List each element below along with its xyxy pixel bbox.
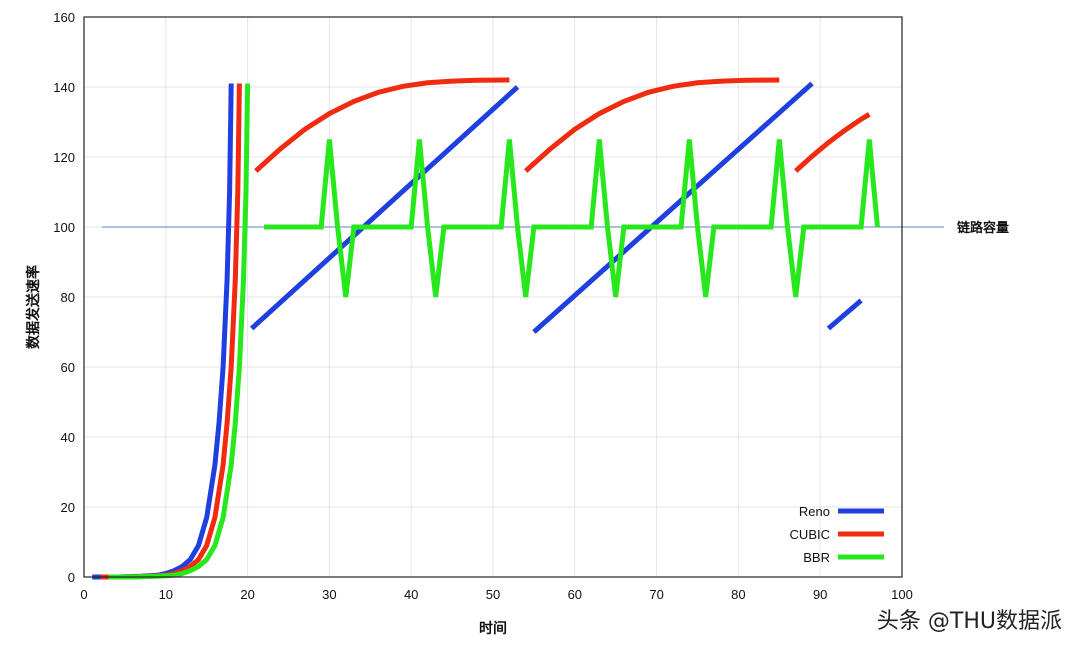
y-tick-label: 20 — [61, 500, 75, 515]
legend-label-cubic: CUBIC — [790, 527, 830, 542]
x-tick-label: 100 — [891, 587, 913, 602]
y-tick-label: 100 — [53, 220, 75, 235]
x-tick-labels: 0 10 20 30 40 50 60 70 80 90 100 — [80, 587, 912, 602]
series-bbr-segment-2 — [264, 139, 880, 298]
legend: Reno CUBIC BBR — [790, 504, 884, 565]
y-tick-label: 40 — [61, 430, 75, 445]
y-axis-label: 数据发送速率 — [25, 265, 42, 349]
x-axis-label: 时间 — [479, 620, 507, 637]
y-tick-label: 140 — [53, 80, 75, 95]
x-tick-label: 80 — [731, 587, 745, 602]
series-reno-segment-4 — [826, 298, 863, 331]
x-tick-label: 40 — [404, 587, 418, 602]
watermark-text: 头条 @THU数据派 — [877, 609, 1062, 634]
x-tick-label: 20 — [240, 587, 254, 602]
y-tick-label: 60 — [61, 360, 75, 375]
y-tick-label: 0 — [68, 570, 75, 585]
legend-label-bbr: BBR — [803, 550, 830, 565]
x-tick-label: 90 — [813, 587, 827, 602]
capacity-label: 链路容量 — [956, 220, 1009, 235]
x-tick-label: 50 — [486, 587, 500, 602]
x-tick-label: 60 — [568, 587, 582, 602]
y-tick-label: 160 — [53, 10, 75, 25]
y-tick-label: 120 — [53, 150, 75, 165]
series-cubic-segment-4 — [794, 112, 871, 173]
series-cubic-segment-3 — [524, 77, 780, 173]
series-cubic-segment-2 — [254, 77, 510, 173]
x-tick-label: 10 — [159, 587, 173, 602]
x-tick-label: 30 — [322, 587, 336, 602]
y-tick-label: 80 — [61, 290, 75, 305]
legend-label-reno: Reno — [799, 504, 830, 519]
series-reno-segment-2 — [250, 85, 520, 331]
x-tick-label: 0 — [80, 587, 87, 602]
series-bbr-segment-1 — [108, 83, 251, 580]
plot-frame — [83, 16, 903, 578]
series-reno-segment-3 — [532, 81, 814, 334]
series-group — [92, 77, 880, 580]
x-tick-label: 70 — [649, 587, 663, 602]
y-tick-labels: 0 20 40 60 80 100 120 140 160 — [53, 10, 75, 585]
